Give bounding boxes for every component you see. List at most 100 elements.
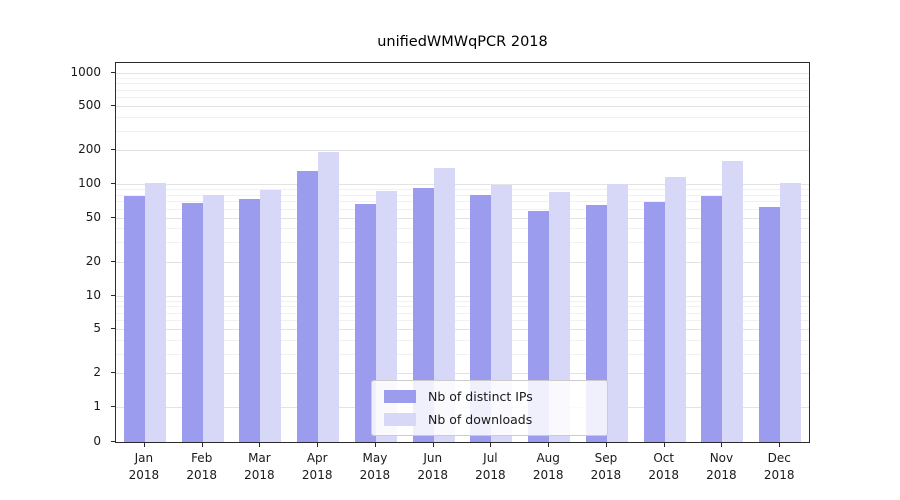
- y-axis-tick-label: 100: [78, 176, 101, 190]
- gridline-minor: [116, 208, 809, 210]
- x-axis-month-label: Apr: [306, 451, 328, 465]
- x-axis-year-label: 2018: [244, 468, 275, 482]
- x-axis-year-label: 2018: [763, 468, 795, 482]
- y-axis-tick-mark: [111, 71, 115, 73]
- y-axis-tick-label: 20: [85, 253, 101, 268]
- x-axis-month-label: Mar: [248, 451, 271, 465]
- x-axis-tick-mark: [143, 443, 145, 447]
- y-axis-tick-mark: [111, 328, 115, 330]
- bar-downloads-jul: [491, 185, 513, 442]
- x-axis-tick-label: Jun 2018: [404, 450, 462, 484]
- x-axis-month-label: Jan: [134, 451, 154, 465]
- legend: Nb of distinct IPs Nb of downloads: [371, 380, 608, 436]
- bar-downloads-sep: [606, 184, 628, 442]
- bar-downloads-jan: [144, 182, 166, 442]
- bar-downloads-dec: [780, 182, 802, 442]
- gridline-major: [116, 184, 809, 185]
- x-axis-tick-label: Feb 2018: [173, 450, 231, 484]
- y-axis-tick-label: 500: [78, 98, 101, 113]
- x-axis-tick-label: Jan 2018: [115, 450, 173, 484]
- x-axis-month-label: Jul: [483, 451, 498, 465]
- gridline-minor: [116, 89, 809, 91]
- y-axis-tick-label: 2: [93, 365, 101, 380]
- x-axis-month-label: Nov: [709, 451, 734, 465]
- gridline-minor: [116, 97, 809, 99]
- x-axis-year-label: 2018: [359, 468, 391, 482]
- y-axis-tick-label: 200: [78, 142, 101, 157]
- y-axis-tick-mark: [111, 105, 115, 107]
- gridline-minor: [116, 228, 809, 230]
- chart-title: unifiedWMWqPCR 2018: [377, 34, 548, 50]
- gridline-major: [116, 261, 809, 263]
- y-axis-tick-mark: [111, 183, 115, 184]
- y-axis-tick-label: 5: [93, 321, 101, 336]
- gridline-minor: [116, 189, 809, 191]
- gridline-major: [116, 106, 809, 108]
- y-axis-tick-mark: [111, 294, 115, 296]
- x-axis-year-label: 2018: [186, 468, 217, 482]
- x-axis-tick-label: Nov 2018: [693, 450, 751, 484]
- gridline-minor: [116, 306, 809, 308]
- bar-distinct-ips-dec: [759, 207, 781, 442]
- legend-swatch-distinct-ips: [384, 390, 416, 403]
- x-axis-month-label: Aug: [536, 451, 560, 465]
- y-axis-tick-label: 0: [93, 434, 101, 448]
- bar-distinct-ips-jun: [412, 188, 434, 442]
- gridline-major: [116, 295, 809, 297]
- bar-downloads-may: [375, 190, 397, 442]
- gridline-minor: [116, 353, 809, 355]
- bar-downloads-feb: [202, 194, 224, 442]
- x-axis-tick-mark: [374, 443, 376, 447]
- x-axis-tick-label: Dec 2018: [750, 450, 808, 484]
- gridline-major: [116, 150, 809, 152]
- bar-downloads-mar: [260, 190, 282, 442]
- x-axis-year-label: 2018: [301, 468, 333, 482]
- x-axis-tick-mark: [779, 443, 781, 447]
- legend-swatch-downloads: [384, 413, 416, 426]
- y-axis-tick-mark: [111, 406, 115, 407]
- x-axis-tick-mark: [548, 443, 550, 447]
- x-axis-year-label: 2018: [417, 468, 448, 482]
- gridline-minor: [116, 130, 809, 132]
- x-axis-tick-label: Sep 2018: [577, 450, 635, 484]
- x-axis-year-label: 2018: [532, 468, 564, 482]
- x-axis-month-label: May: [362, 451, 388, 465]
- gridline-major: [116, 217, 809, 219]
- x-axis-year-label: 2018: [475, 468, 506, 482]
- gridline-minor: [116, 312, 809, 314]
- x-axis-month-label: Dec: [767, 451, 791, 465]
- y-axis-tick-label: 50: [85, 209, 101, 224]
- bar-distinct-ips-mar: [239, 199, 261, 442]
- bar-distinct-ips-feb: [181, 202, 203, 442]
- bar-distinct-ips-oct: [643, 202, 665, 442]
- gridline-major: [116, 72, 809, 74]
- x-axis-tick-label: May 2018: [346, 450, 404, 484]
- y-axis-tick-label: 10: [85, 287, 101, 302]
- y-axis-tick-mark: [111, 149, 115, 151]
- gridline-minor: [116, 116, 809, 118]
- x-axis-tick-label: Mar 2018: [231, 450, 289, 484]
- x-axis-year-label: 2018: [128, 468, 160, 482]
- y-axis-tick-label: 1: [93, 399, 101, 413]
- x-axis-month-label: Oct: [653, 451, 675, 465]
- legend-item-distinct-ips: Nb of distinct IPs: [384, 389, 593, 404]
- legend-label-distinct-ips: Nb of distinct IPs: [428, 389, 533, 404]
- x-axis-year-label: 2018: [590, 468, 622, 482]
- y-axis-tick-label: 1000: [70, 64, 101, 79]
- bar-downloads-jun: [433, 167, 455, 442]
- x-axis-month-label: Jun: [423, 451, 443, 465]
- x-axis-month-label: Sep: [594, 451, 618, 465]
- gridline-minor: [116, 77, 809, 79]
- y-axis-tick-mark: [111, 372, 115, 374]
- gridline-minor: [116, 194, 809, 196]
- x-axis-tick-label: Jul 2018: [462, 450, 520, 484]
- gridline-minor: [116, 201, 809, 203]
- x-axis-tick-mark: [663, 443, 665, 447]
- gridline-minor: [116, 339, 809, 341]
- x-axis-month-label: Feb: [191, 451, 213, 465]
- bar-downloads-oct: [664, 177, 686, 442]
- x-axis-tick-label: Oct 2018: [635, 450, 693, 484]
- x-axis-tick-mark: [721, 443, 723, 447]
- y-axis-tick-mark: [111, 441, 115, 442]
- legend-label-downloads: Nb of downloads: [428, 412, 533, 427]
